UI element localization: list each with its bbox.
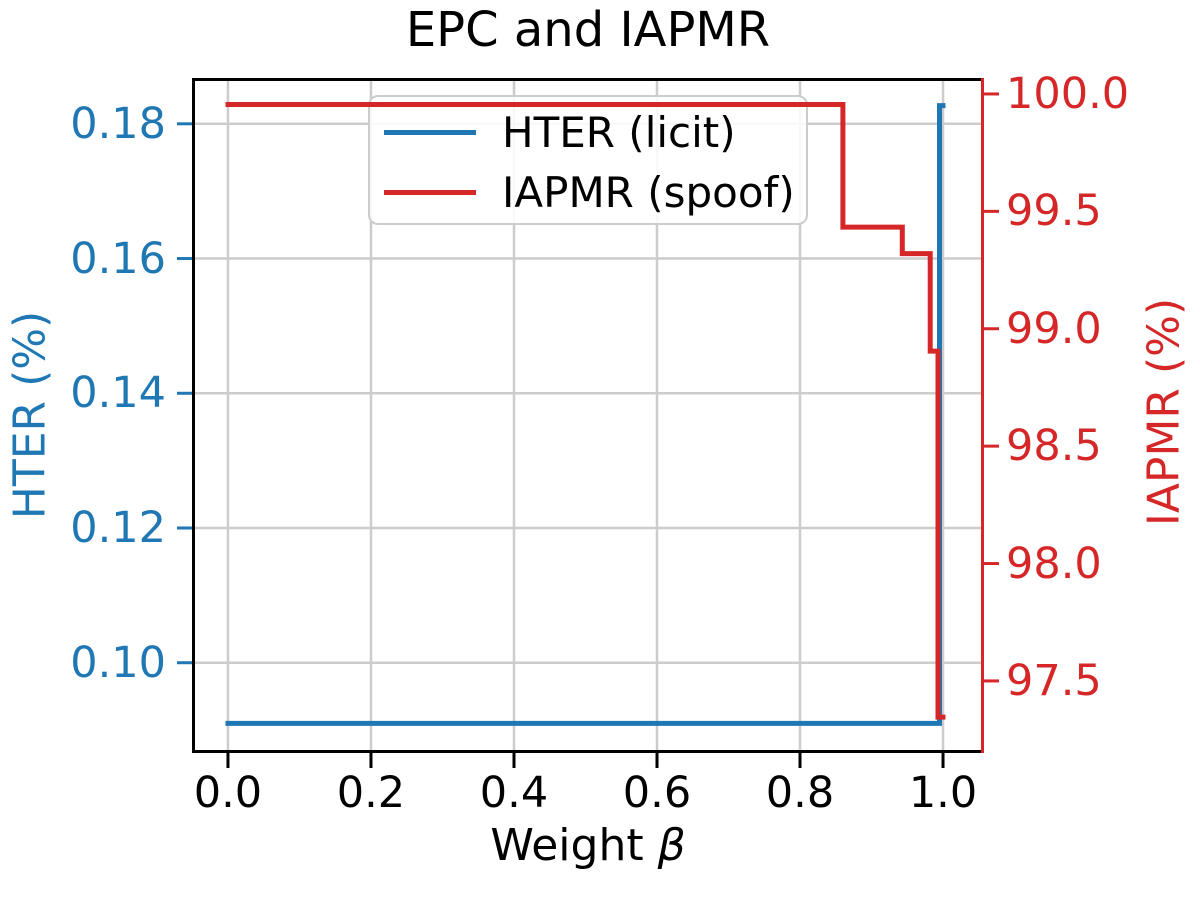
y-right-tick-label: 99.5	[1006, 186, 1102, 237]
x-tick-label: 0.4	[479, 768, 549, 818]
y-left-tick-label: 0.14	[70, 368, 166, 419]
legend-item-iapmr: IAPMR (spoof)	[384, 164, 795, 220]
x-axis-label-text: Weight	[490, 820, 658, 871]
beta-symbol: β	[657, 820, 686, 871]
x-tick-label: 0.8	[765, 768, 835, 818]
legend-label-hter: HTER (licit)	[502, 107, 736, 157]
y-right-tick-label: 99.0	[1006, 303, 1102, 354]
y-left-tick-label: 0.12	[70, 503, 166, 553]
legend: HTER (licit) IAPMR (spoof)	[368, 95, 808, 225]
x-tick-label: 1.0	[908, 768, 978, 818]
y-left-tick-label: 0.16	[70, 233, 166, 284]
y-axis-label-right: IAPMR (%)	[1138, 297, 1190, 527]
x-tick-label: 0.2	[336, 768, 406, 818]
y-right-tick-label: 98.0	[1006, 538, 1102, 589]
y-axis-label-left: HTER (%)	[4, 310, 56, 520]
y-right-tick-label: 97.5	[1006, 655, 1102, 706]
y-right-tick-label: 98.5	[1006, 421, 1102, 472]
chart-title: EPC and IAPMR	[405, 2, 771, 58]
y-right-tick-label: 100.0	[1006, 68, 1130, 119]
legend-item-hter: HTER (licit)	[384, 104, 736, 160]
legend-line-sample-iapmr	[384, 189, 476, 195]
legend-line-sample-hter	[384, 129, 476, 135]
y-left-tick-label: 0.10	[70, 637, 166, 688]
y-left-tick-label: 0.18	[70, 98, 166, 149]
x-tick-label: 0.6	[622, 768, 692, 818]
legend-label-iapmr: IAPMR (spoof)	[502, 167, 795, 217]
x-tick-label: 0.0	[193, 768, 263, 818]
x-axis-label: Weight β	[490, 820, 685, 871]
